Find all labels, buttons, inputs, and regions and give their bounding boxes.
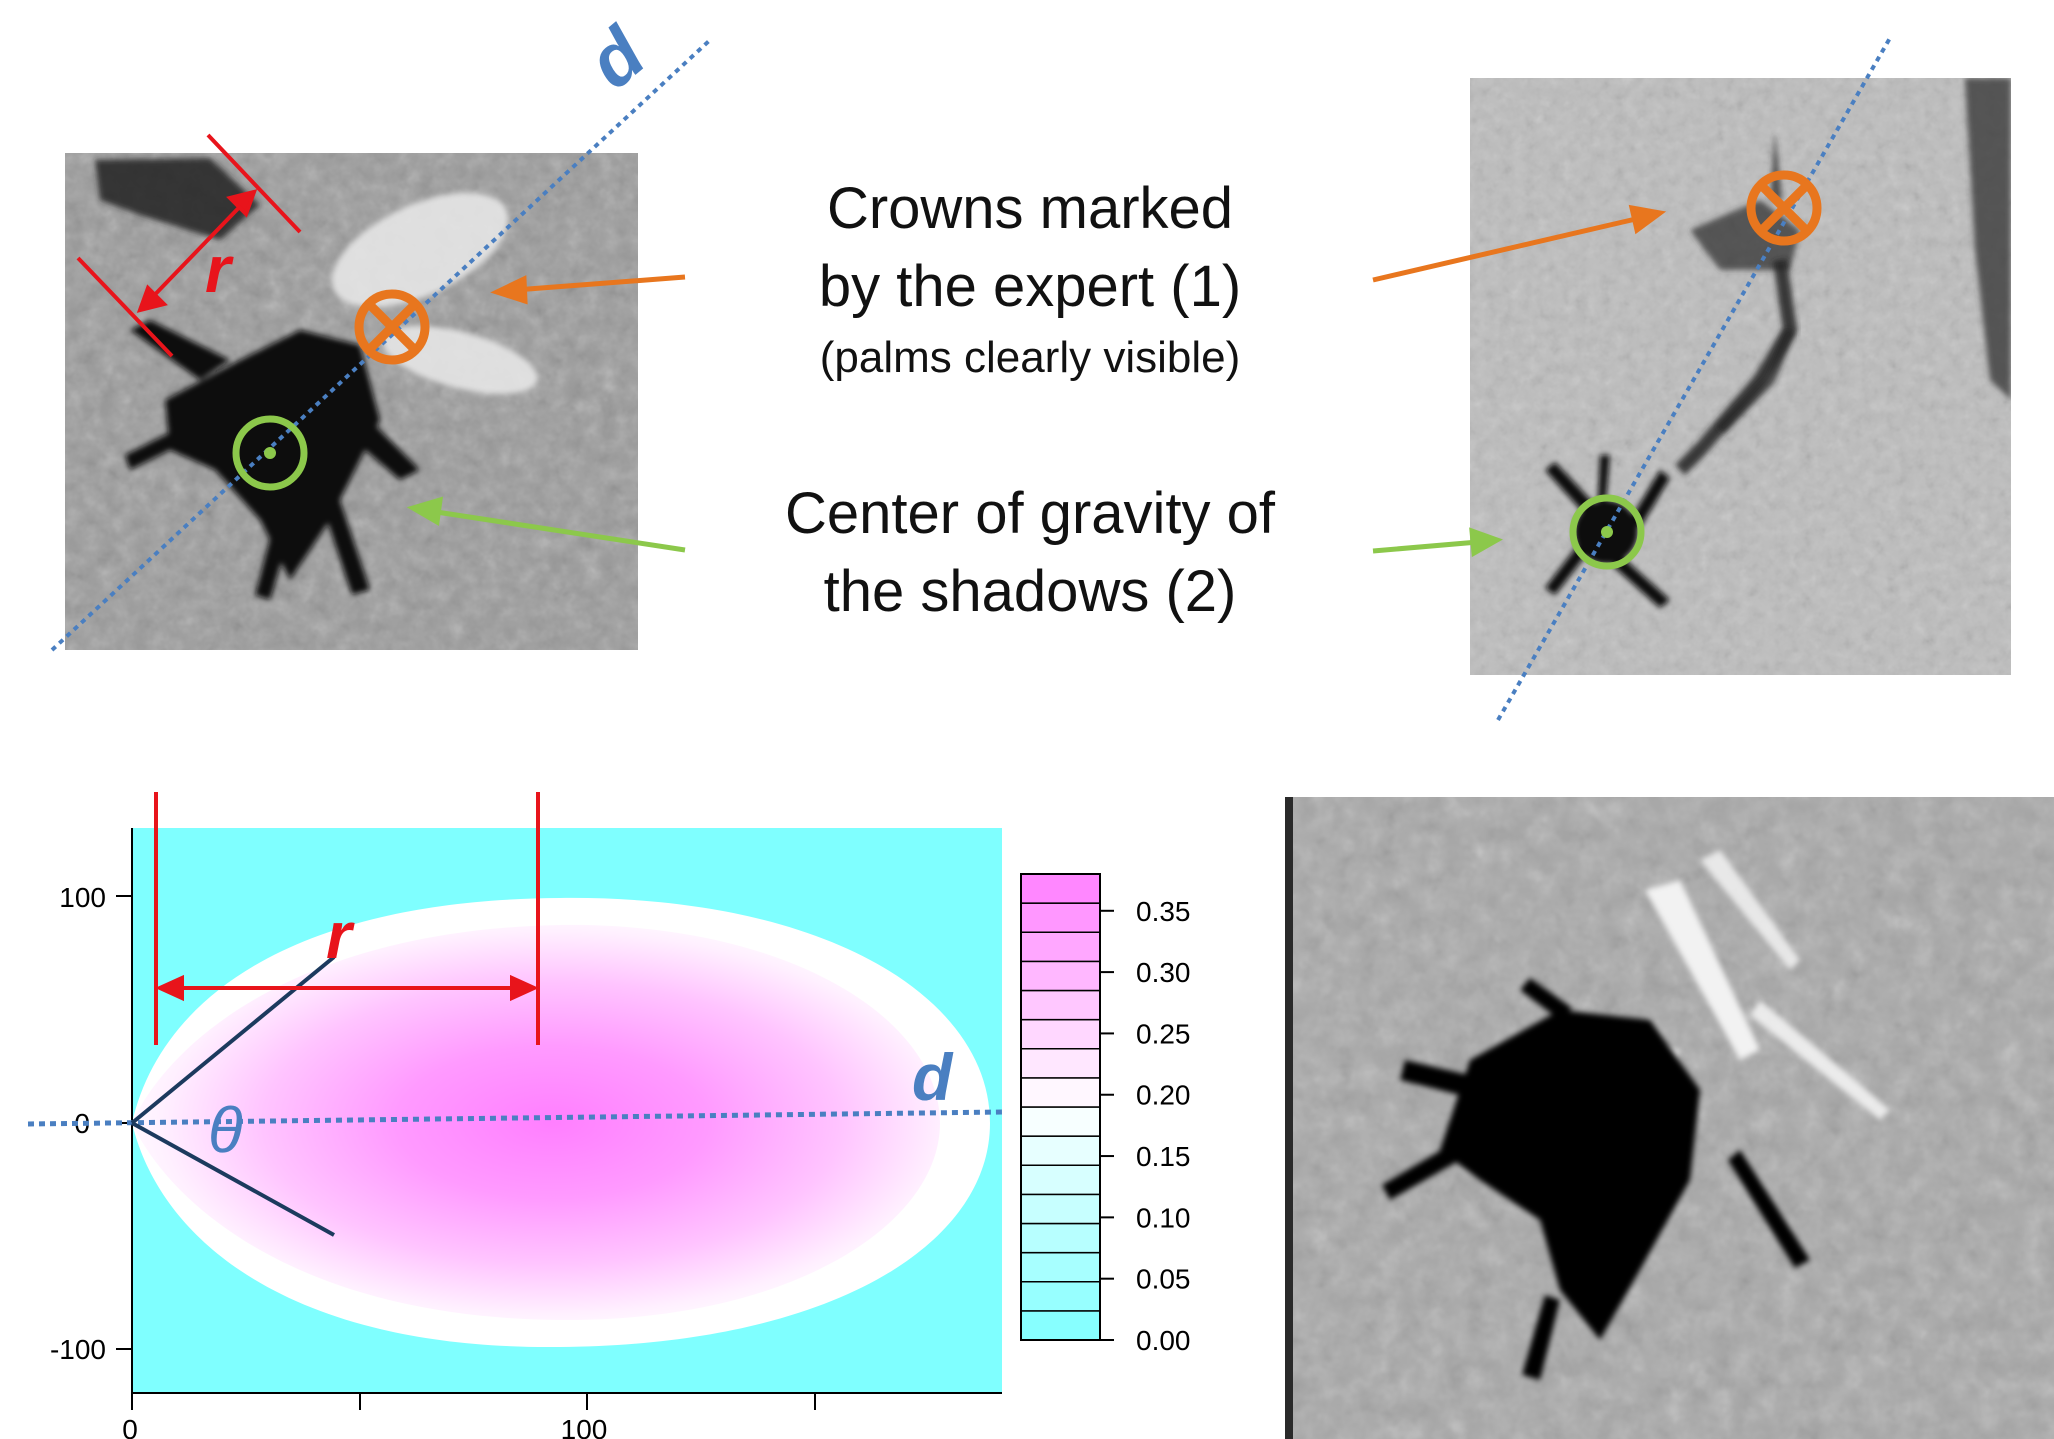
colorbar-swatch xyxy=(1020,1164,1101,1196)
colorbar-tick-label: 0.30 xyxy=(1136,957,1191,988)
center-arrow-right xyxy=(1372,527,1503,558)
center-caption-line1: Center of gravity of xyxy=(785,481,1275,546)
plot-area xyxy=(132,828,1002,1393)
x-axis: 0 100 xyxy=(122,1393,816,1439)
direction-label-top-left: d xyxy=(572,10,661,104)
x-tick-label: 0 xyxy=(122,1414,138,1439)
angle-lines xyxy=(130,955,336,1237)
direction-line-top-right xyxy=(1496,37,1892,721)
crowns-caption-line1: Crowns marked xyxy=(826,176,1234,241)
annotations-top-right xyxy=(1372,37,1892,721)
colorbar-swatch xyxy=(1020,931,1101,963)
crown-marker-top-right xyxy=(1746,170,1822,246)
colorbar-swatch xyxy=(1020,1135,1101,1166)
y-tick-label: 0 xyxy=(74,1108,90,1139)
colorbar-swatch xyxy=(1020,873,1101,904)
colorbar-swatch xyxy=(1020,1251,1101,1283)
colorbar-tick-label: 0.00 xyxy=(1136,1325,1191,1356)
colorbar-swatch xyxy=(1020,1048,1101,1079)
colorbar-swatch xyxy=(1020,1193,1101,1225)
direction-label-plot: d xyxy=(912,1040,954,1114)
colorbar-tick-label: 0.15 xyxy=(1136,1141,1191,1172)
radius-marker-plot xyxy=(154,792,540,1045)
colorbar-tick-label: 0.05 xyxy=(1136,1264,1191,1295)
colorbar-tick-label: 0.35 xyxy=(1136,896,1191,927)
colorbar-swatch xyxy=(1020,1077,1101,1108)
colorbar-swatch xyxy=(1020,1018,1101,1050)
colorbar-swatches xyxy=(1020,873,1101,1341)
crown-marker-top-left xyxy=(354,289,430,365)
crown-arrow-right xyxy=(1372,204,1667,283)
angle-label: θ xyxy=(208,1094,243,1166)
colorbar-swatch xyxy=(1020,989,1101,1021)
colorbar: 0.35 0.30 0.25 0.20 0.15 0.10 0.05 0.00 xyxy=(1020,873,1191,1356)
y-tick-label: -100 xyxy=(50,1334,106,1365)
y-tick-label: 100 xyxy=(59,882,106,913)
colorbar-swatch xyxy=(1020,1281,1101,1312)
radius-label-top-left: r xyxy=(205,232,234,306)
shadow-center-marker-top-left xyxy=(232,415,308,491)
colorbar-swatch xyxy=(1020,902,1101,933)
plot-annotations: d θ r xyxy=(27,792,1004,1237)
colorbar-swatch xyxy=(1020,960,1101,992)
radius-marker-top-left xyxy=(76,133,302,358)
crowns-caption-note: (palms clearly visible) xyxy=(819,333,1241,382)
x-tick-label: 100 xyxy=(561,1414,608,1439)
plot-axes xyxy=(131,828,1002,1394)
colorbar-tick-label: 0.25 xyxy=(1136,1018,1191,1049)
likelihood-plot: 100 0 -100 0 100 d θ xyxy=(27,792,1191,1439)
direction-line-plot xyxy=(27,1109,1004,1127)
center-caption-line2: the shadows (2) xyxy=(823,559,1237,624)
shadow-center-marker-top-right xyxy=(1569,494,1645,570)
radius-label-plot: r xyxy=(326,898,355,972)
colorbar-tick-label: 0.10 xyxy=(1136,1202,1191,1233)
colorbar-tick-label: 0.20 xyxy=(1136,1080,1191,1111)
palm-image-top-right xyxy=(1470,78,2011,675)
colorbar-ticks: 0.35 0.30 0.25 0.20 0.15 0.10 0.05 0.00 xyxy=(1100,896,1191,1356)
center-arrow-left xyxy=(406,496,686,553)
palm-image-top-left xyxy=(65,153,638,650)
palm-image-bottom-right xyxy=(1285,797,2054,1439)
colorbar-swatch xyxy=(1020,1222,1101,1254)
y-axis: 100 0 -100 xyxy=(50,882,132,1365)
colorbar-swatch xyxy=(1020,1106,1101,1137)
crown-arrow-left xyxy=(490,274,686,305)
crowns-caption-line2: by the expert (1) xyxy=(818,254,1242,319)
colorbar-swatch xyxy=(1020,1310,1101,1341)
